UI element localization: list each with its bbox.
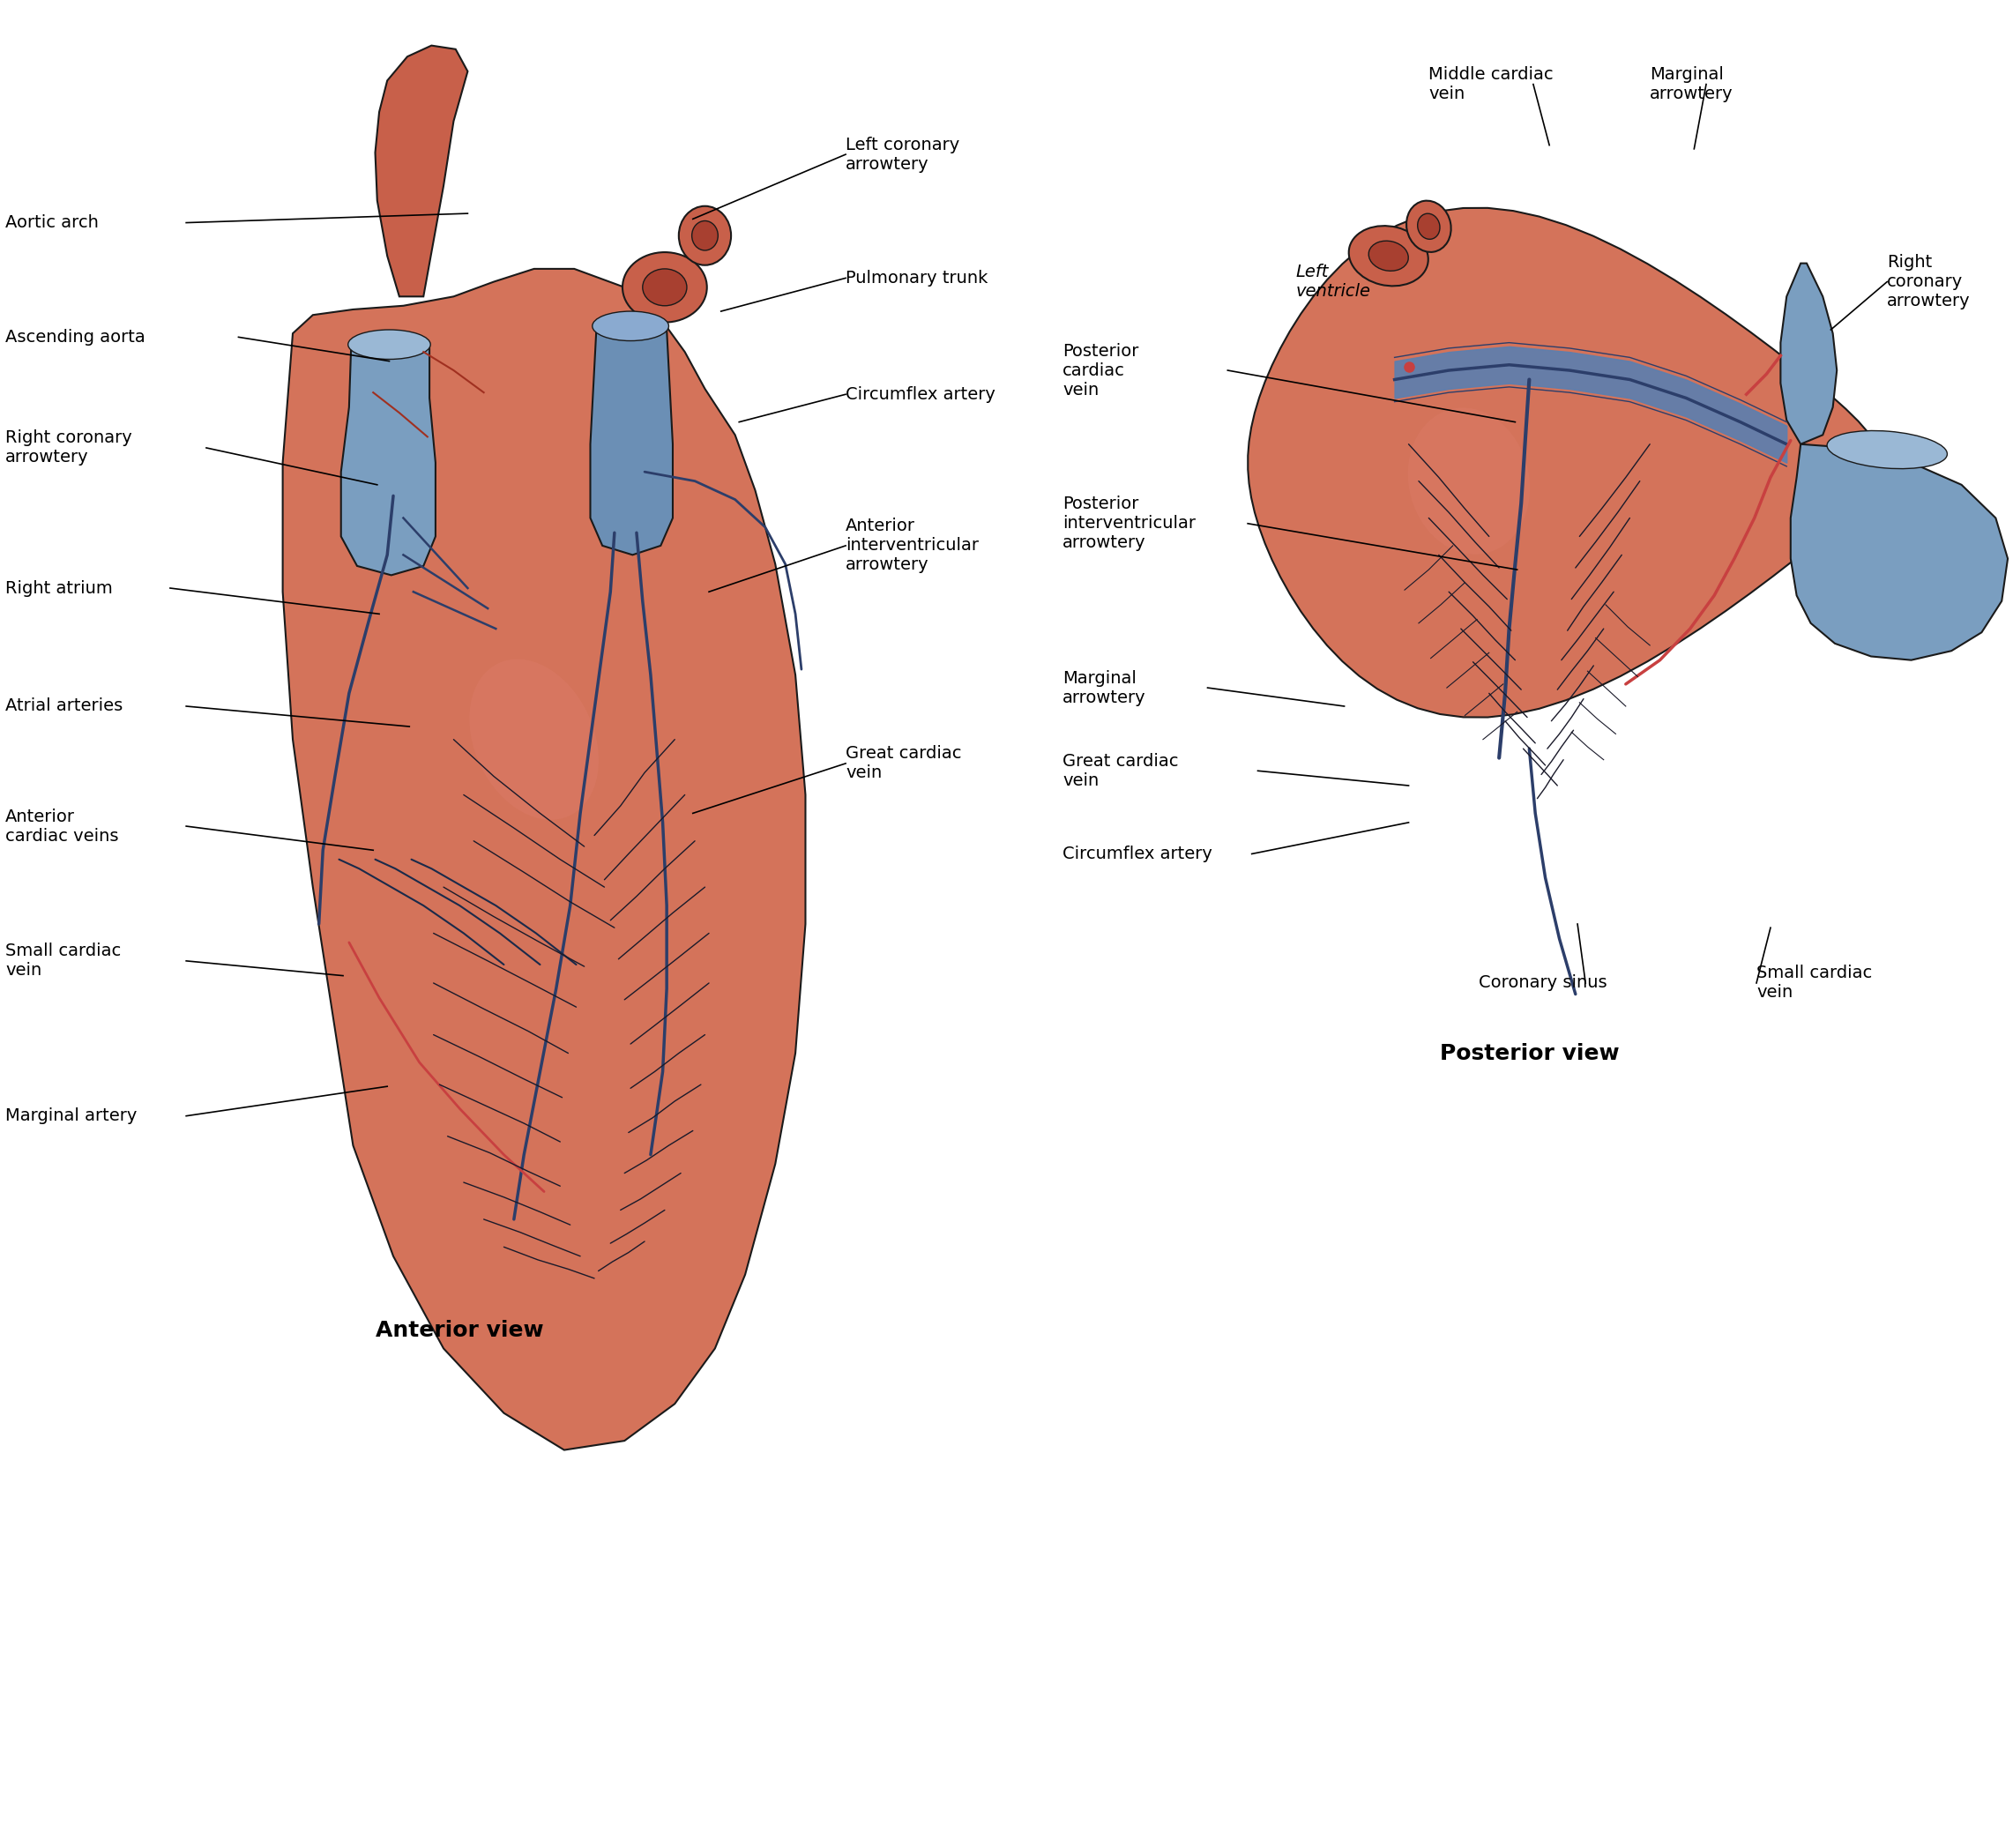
Text: Anterior
cardiac veins: Anterior cardiac veins xyxy=(6,808,119,845)
Polygon shape xyxy=(590,314,672,554)
Ellipse shape xyxy=(622,251,707,322)
Ellipse shape xyxy=(692,222,719,249)
Text: Great cardiac
vein: Great cardiac vein xyxy=(1063,752,1180,789)
Ellipse shape xyxy=(678,207,731,264)
Ellipse shape xyxy=(1407,201,1451,251)
Polygon shape xyxy=(1782,262,1836,444)
Text: Marginal
arrowtery: Marginal arrowtery xyxy=(1063,669,1145,706)
Text: Small cardiac
vein: Small cardiac vein xyxy=(6,942,121,979)
Text: Small cardiac
vein: Small cardiac vein xyxy=(1757,965,1872,1002)
Text: Great cardiac
vein: Great cardiac vein xyxy=(845,745,962,782)
Text: Posterior view: Posterior view xyxy=(1439,1042,1618,1064)
Text: Posterior
interventricular
arrowtery: Posterior interventricular arrowtery xyxy=(1063,495,1196,551)
Ellipse shape xyxy=(1407,408,1530,554)
Text: Coronary sinus: Coronary sinus xyxy=(1480,974,1608,991)
Text: Posterior
cardiac
vein: Posterior cardiac vein xyxy=(1063,342,1139,397)
Text: Circumflex artery: Circumflex artery xyxy=(1063,846,1212,863)
Text: Left
ventricle: Left ventricle xyxy=(1296,264,1371,299)
Polygon shape xyxy=(374,46,467,296)
Text: Atrial arteries: Atrial arteries xyxy=(6,699,123,715)
Text: Circumflex artery: Circumflex artery xyxy=(845,386,996,403)
Ellipse shape xyxy=(1828,431,1947,469)
Polygon shape xyxy=(282,268,805,1451)
Polygon shape xyxy=(1792,444,2007,660)
Text: Middle cardiac
vein: Middle cardiac vein xyxy=(1429,67,1554,102)
Text: Left coronary
arrowtery: Left coronary arrowtery xyxy=(845,137,960,172)
Text: Right coronary
arrowtery: Right coronary arrowtery xyxy=(6,431,133,466)
Text: Pulmonary trunk: Pulmonary trunk xyxy=(845,270,988,286)
Text: Right atrium: Right atrium xyxy=(6,580,113,597)
Text: Ascending aorta: Ascending aorta xyxy=(6,329,145,346)
Text: Anterior view: Anterior view xyxy=(376,1319,544,1340)
Text: Marginal
arrowtery: Marginal arrowtery xyxy=(1651,67,1733,102)
Text: Aortic arch: Aortic arch xyxy=(6,214,99,231)
Text: Right
coronary
arrowtery: Right coronary arrowtery xyxy=(1886,253,1971,309)
Ellipse shape xyxy=(642,268,686,305)
Ellipse shape xyxy=(469,660,598,821)
Ellipse shape xyxy=(1417,214,1439,238)
Polygon shape xyxy=(1248,209,1880,717)
Text: Anterior
interventricular
arrowtery: Anterior interventricular arrowtery xyxy=(845,517,978,573)
Ellipse shape xyxy=(348,329,431,359)
Ellipse shape xyxy=(592,310,668,340)
Polygon shape xyxy=(340,333,435,575)
Ellipse shape xyxy=(1349,225,1429,286)
Text: Marginal artery: Marginal artery xyxy=(6,1107,137,1124)
Ellipse shape xyxy=(1369,240,1409,272)
